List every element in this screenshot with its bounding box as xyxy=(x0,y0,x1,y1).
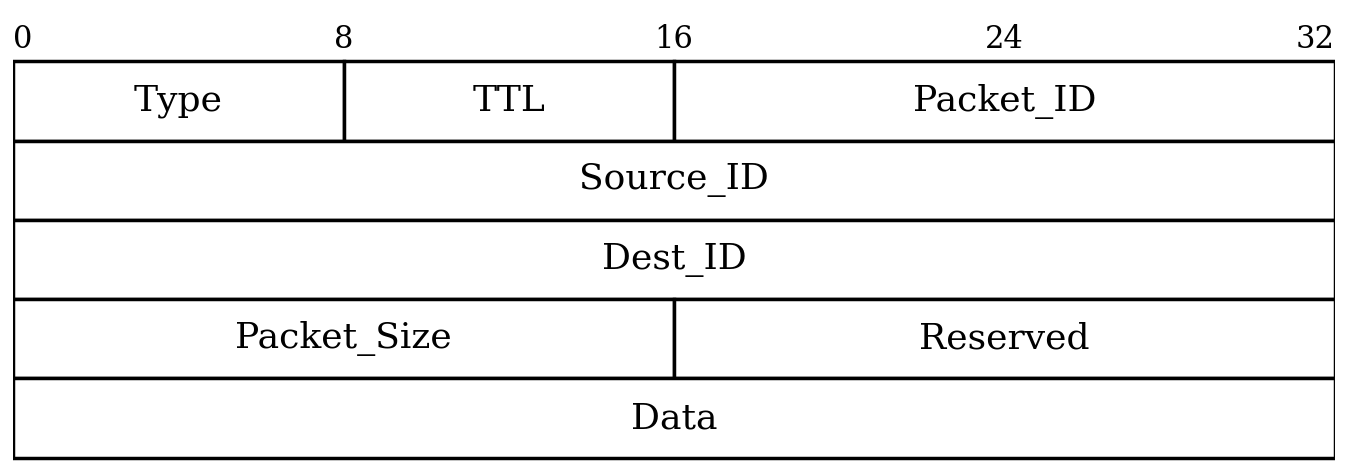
Bar xyxy=(13,378,1335,458)
Bar xyxy=(13,61,344,141)
Text: Reserved: Reserved xyxy=(919,322,1089,356)
Text: Type: Type xyxy=(133,84,224,118)
Bar xyxy=(674,61,1335,141)
Text: 8: 8 xyxy=(334,24,353,55)
Text: 0: 0 xyxy=(13,24,32,55)
Text: 24: 24 xyxy=(985,24,1023,55)
Bar xyxy=(13,141,1335,220)
Text: Data: Data xyxy=(631,401,717,435)
Bar xyxy=(344,61,674,141)
Text: Packet_Size: Packet_Size xyxy=(236,321,452,356)
Bar xyxy=(674,299,1335,378)
Bar xyxy=(13,220,1335,299)
Text: Source_ID: Source_ID xyxy=(580,163,768,197)
Text: TTL: TTL xyxy=(472,84,546,118)
Text: Packet_ID: Packet_ID xyxy=(913,83,1096,119)
Text: Dest_ID: Dest_ID xyxy=(601,243,747,276)
Text: 32: 32 xyxy=(1295,24,1335,55)
Bar xyxy=(13,299,674,378)
Text: 16: 16 xyxy=(655,24,693,55)
